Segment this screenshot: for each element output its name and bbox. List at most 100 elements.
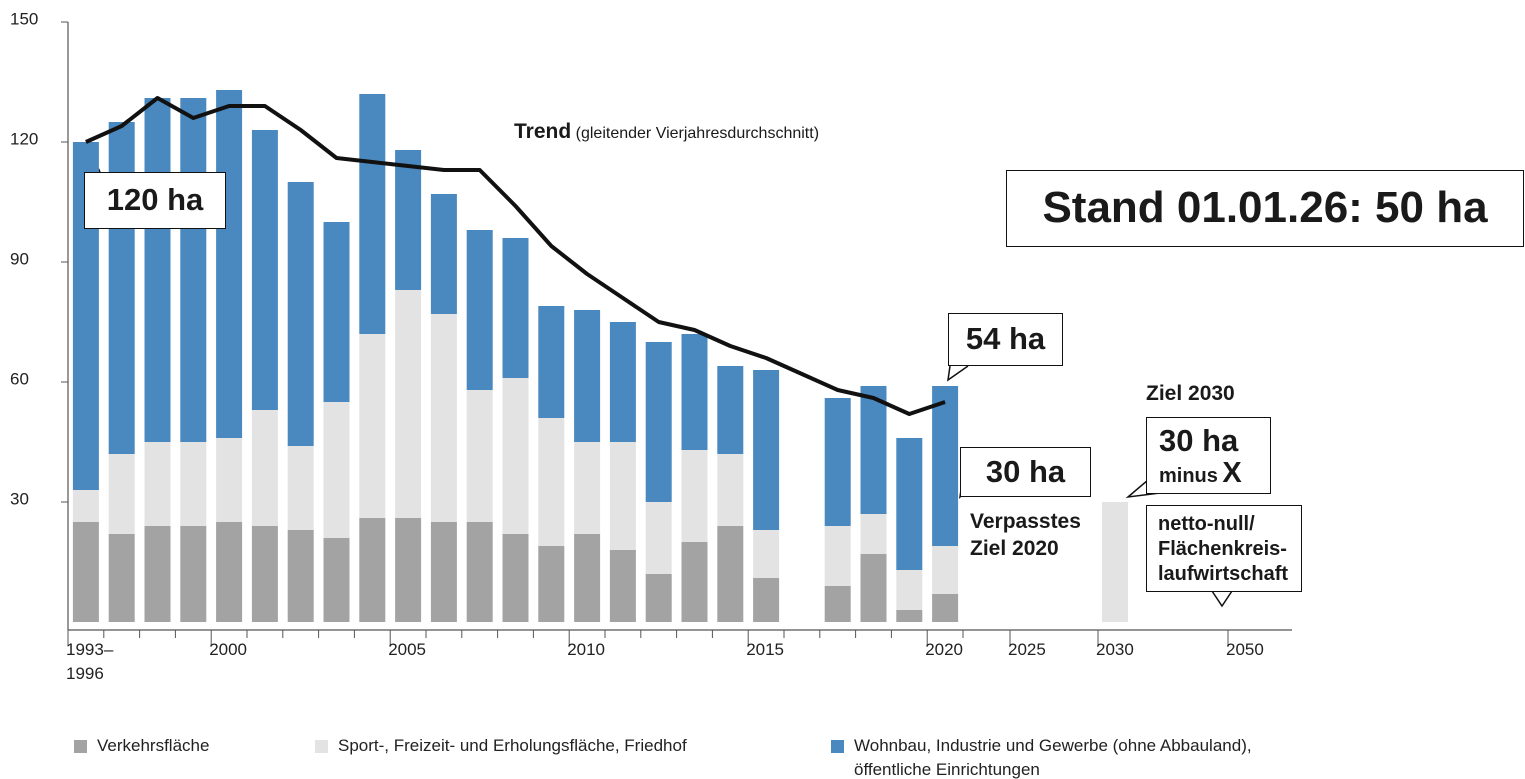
- bar-segment: [251, 130, 278, 410]
- x-tick-label: 2030: [1096, 640, 1134, 659]
- bar-segment: [144, 442, 171, 526]
- bar-segment: [108, 454, 135, 534]
- bar-segment: [574, 310, 601, 442]
- bar-segment: [681, 450, 708, 542]
- bar-segment: [216, 438, 243, 522]
- callout-pointer: [947, 365, 969, 382]
- target-box: 30 ha minus X: [1146, 417, 1271, 494]
- target-label: Ziel 2030: [1146, 382, 1235, 405]
- bar-segment: [144, 98, 171, 442]
- legend-label: Wohnbau, Industrie und Gewerbe (ohne Abb…: [854, 736, 1252, 779]
- bar-segment: [395, 150, 422, 290]
- bar-segment: [609, 322, 636, 442]
- bar-segment: [180, 526, 207, 622]
- bar-segment: [824, 526, 851, 586]
- bar-segment: [180, 98, 207, 442]
- bar-segment: [180, 442, 207, 526]
- bar-segment: [860, 554, 887, 622]
- goal-2020-text: Verpasstes Ziel 2020: [970, 510, 1081, 560]
- bar-segment: [645, 342, 672, 502]
- bar-segment: [753, 370, 780, 530]
- x-tick-label: 2015: [746, 640, 785, 659]
- bar-segment: [395, 290, 422, 518]
- bar-segment: [395, 518, 422, 622]
- bar-segment: [287, 182, 314, 446]
- bar-segment: [896, 570, 923, 610]
- net-zero-label: netto-null/ Flächenkreis-laufwirtschaft: [1146, 505, 1302, 592]
- target-variable: X: [1222, 457, 1242, 489]
- bar-segment: [753, 530, 780, 578]
- bar-segment: [932, 546, 959, 594]
- bar-segment: [502, 534, 529, 622]
- bar-segment: [430, 314, 457, 522]
- bar-segment: [681, 542, 708, 622]
- bar-segment: [72, 490, 99, 522]
- bar-segment: [323, 222, 350, 402]
- trend-name: Trend: [514, 120, 572, 143]
- bar-segment: [896, 438, 923, 570]
- legend-swatch: [831, 740, 844, 753]
- bar-segment: [824, 586, 851, 622]
- target-suffix: minus: [1159, 465, 1218, 487]
- trend-note: (gleitender Vierjahresdurchschnitt): [575, 125, 820, 142]
- trend-line: [85, 96, 946, 416]
- bar-segment: [466, 522, 493, 622]
- bar-segment: [824, 398, 851, 526]
- bar-segment: [574, 442, 601, 534]
- bar-segment: [932, 386, 959, 546]
- y-tick-label: 30: [10, 489, 29, 508]
- y-tick-label: 150: [10, 9, 38, 28]
- x-tick-label: 2005: [388, 640, 427, 659]
- legend-swatch: [315, 740, 328, 753]
- x-tick-label: 2010: [567, 640, 606, 659]
- bar-segment: [717, 366, 744, 454]
- bar-segment: [538, 418, 565, 546]
- legend-label: Verkehrsfläche: [97, 736, 210, 755]
- target-rest: minus X: [1159, 458, 1270, 493]
- y-tick-label: 60: [10, 369, 29, 388]
- bar-segment: [108, 534, 135, 622]
- bar-segment: [323, 538, 350, 622]
- end-label: 54 ha: [948, 313, 1063, 366]
- x-tick-label: 2000: [209, 640, 248, 659]
- bar-segment: [538, 546, 565, 622]
- bar-segment: [609, 550, 636, 622]
- bar-segment: [466, 230, 493, 390]
- legend-swatch: [74, 740, 87, 753]
- x-tick-label: 2020: [925, 640, 964, 659]
- trend-label: Trend (gleitender Vierjahresdurchschnitt…: [514, 120, 819, 144]
- bar-segment: [860, 386, 887, 514]
- bar-segment: [287, 530, 314, 622]
- bar-segment: [609, 442, 636, 550]
- bar-segment: [753, 578, 780, 622]
- bar-segment: [574, 534, 601, 622]
- target-amount: 30 ha: [1159, 423, 1239, 458]
- bar-segment: [287, 446, 314, 530]
- bar-segment: [251, 410, 278, 526]
- bar-segment: [216, 90, 243, 438]
- bar-segment: [645, 502, 672, 574]
- bar-segment: [72, 522, 99, 622]
- bar-segment: [359, 518, 386, 622]
- x-tick-label: 2050: [1226, 640, 1264, 659]
- y-tick-label: 90: [10, 249, 29, 268]
- bar-segment: [645, 574, 672, 622]
- status-label: Stand 01.01.26: 50 ha: [1006, 170, 1524, 247]
- x-tick-label: 1993–1996: [66, 640, 114, 683]
- bar-segment: [896, 610, 923, 622]
- bar-segment: [359, 94, 386, 334]
- legend-label: Sport-, Freizeit- und Erholungsfläche, F…: [338, 736, 687, 755]
- bar-segment: [216, 522, 243, 622]
- bar-segment: [681, 334, 708, 450]
- bar-segment: [430, 522, 457, 622]
- y-tick-label: 120: [10, 129, 38, 148]
- bar-segment: [323, 402, 350, 538]
- bar-segment: [144, 526, 171, 622]
- target-bar: [1102, 502, 1128, 622]
- bar-segment: [502, 238, 529, 378]
- bar-segment: [860, 514, 887, 554]
- bar-segment: [717, 454, 744, 526]
- bar-segment: [717, 526, 744, 622]
